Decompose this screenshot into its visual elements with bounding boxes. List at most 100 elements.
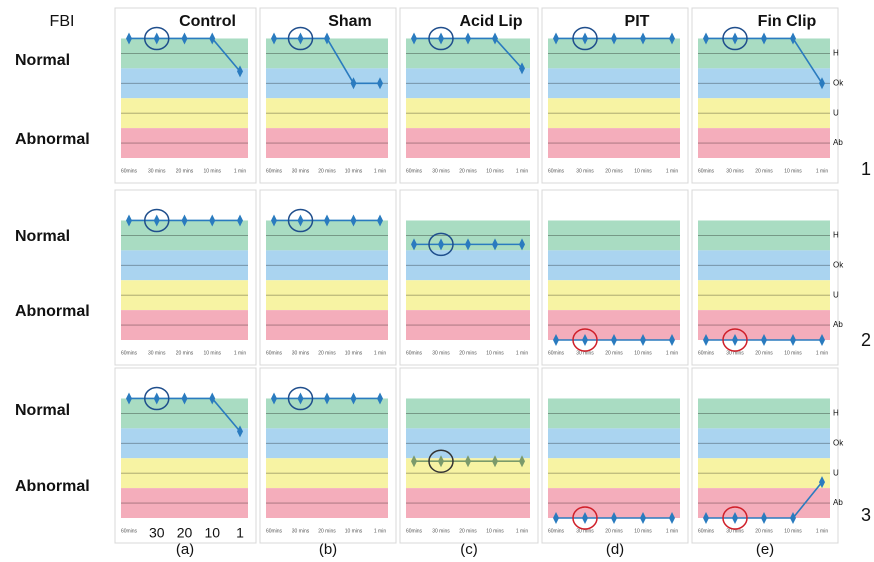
- panel: Sham 60mins 30 mins 20 mins 10 mins 1 min: [259, 7, 397, 184]
- marker: [819, 476, 825, 489]
- x-tick-label: 20 mins: [459, 168, 477, 174]
- panel-title: PIT: [625, 13, 650, 30]
- panel: 60mins 30 mins 20 mins 10 mins 1 min: [259, 189, 397, 366]
- marker: [438, 32, 444, 45]
- band: [266, 98, 388, 129]
- row-number: 2: [861, 330, 871, 350]
- marker: [790, 334, 796, 346]
- marker: [297, 214, 304, 227]
- marker: [582, 512, 588, 524]
- band: [548, 280, 680, 311]
- marker: [297, 392, 304, 405]
- panel: Control 60mins 30 mins 20 mins 10 mins 1 min: [114, 7, 257, 184]
- marker: [438, 238, 444, 251]
- band: [698, 68, 830, 99]
- band: [266, 310, 388, 340]
- x-tick-label: 20 mins: [459, 350, 477, 356]
- band: [548, 458, 680, 489]
- highlight-circle: [144, 208, 170, 233]
- highlight-circle: [287, 26, 314, 51]
- band-label: Ab: [833, 138, 843, 147]
- band: [548, 98, 680, 129]
- marker: [819, 77, 825, 90]
- x-tick-label: 10 mins: [345, 168, 363, 174]
- marker: [669, 512, 675, 524]
- band-label: H: [833, 49, 839, 58]
- panel: 60mins 30 mins 20 mins 10 mins 1 min: [259, 367, 397, 544]
- x-tick-label: 10 mins: [634, 168, 652, 174]
- x-tick-label: 30 mins: [432, 350, 450, 356]
- x-tick-label: 10: [204, 525, 220, 541]
- x-tick-label: 1 min: [374, 528, 386, 534]
- marker: [153, 32, 160, 45]
- x-tick-label: 60mins: [266, 350, 283, 356]
- band: [548, 128, 680, 158]
- y-label: FBI: [50, 13, 75, 30]
- panel: H Ok U Ab 60mins 30 mins 20 mins 10 mins 1 min: [691, 189, 844, 366]
- x-tick-label: 20 mins: [605, 528, 623, 534]
- band-label: Ab: [833, 498, 843, 507]
- highlight-circle: [722, 328, 748, 352]
- marker: [640, 32, 646, 45]
- band: [406, 310, 530, 340]
- band: [698, 280, 830, 311]
- panel: Acid Lip 60mins 30 mins 20 mins 10 mins 1 min: [399, 7, 539, 184]
- band: [406, 398, 530, 429]
- marker: [703, 512, 709, 524]
- marker: [411, 32, 417, 45]
- marker: [553, 334, 559, 346]
- marker: [519, 62, 525, 75]
- marker: [582, 334, 588, 346]
- panel: PIT 60mins 30 mins 20 mins 10 mins 1 min: [541, 7, 689, 184]
- x-tick-label: 1 min: [234, 168, 246, 174]
- band: [266, 488, 388, 518]
- marker: [377, 77, 383, 90]
- marker: [611, 334, 617, 346]
- marker: [703, 334, 709, 346]
- band: [698, 220, 830, 251]
- band: [698, 128, 830, 158]
- band: [121, 280, 248, 311]
- x-tick-label: 60mins: [266, 168, 283, 174]
- marker: [271, 32, 277, 45]
- x-tick-label: 60mins: [266, 528, 283, 534]
- x-tick-label: 10 mins: [345, 350, 363, 356]
- x-tick-label: 10 mins: [634, 528, 652, 534]
- x-tick-label: 20 mins: [176, 350, 194, 356]
- row-number: 1: [861, 159, 871, 179]
- marker: [465, 455, 471, 468]
- column-label: (a): [176, 541, 194, 558]
- marker: [492, 32, 498, 45]
- band: [548, 220, 680, 251]
- highlight-circle: [428, 232, 454, 257]
- marker: [732, 32, 738, 45]
- x-tick-label: 10 mins: [203, 168, 221, 174]
- band: [121, 428, 248, 459]
- marker: [492, 455, 498, 468]
- marker: [640, 512, 646, 524]
- panel: H Ok U Ab Fin Clip 60mins 30 mins 20 mins 10 min…: [691, 7, 844, 184]
- x-tick-label: 60mins: [121, 528, 138, 534]
- x-tick-label: 20 mins: [755, 350, 773, 356]
- x-tick-label: 30 mins: [432, 528, 450, 534]
- x-tick-label: 60mins: [406, 350, 423, 356]
- band-label: U: [833, 108, 839, 117]
- band-label: H: [833, 231, 839, 240]
- marker: [553, 32, 559, 45]
- highlight-circle: [572, 328, 598, 352]
- marker: [640, 334, 646, 346]
- x-tick-label: 10 mins: [784, 350, 802, 356]
- marker: [324, 392, 330, 405]
- band: [548, 250, 680, 281]
- x-tick-label: 1: [236, 525, 244, 541]
- x-tick-label: 20: [177, 525, 193, 541]
- band-label: U: [833, 468, 839, 477]
- x-tick-label: 20 mins: [605, 350, 623, 356]
- marker: [377, 214, 383, 227]
- marker: [761, 334, 767, 346]
- marker: [732, 512, 738, 524]
- highlight-circle: [722, 26, 748, 51]
- marker: [465, 32, 471, 45]
- marker: [271, 214, 277, 227]
